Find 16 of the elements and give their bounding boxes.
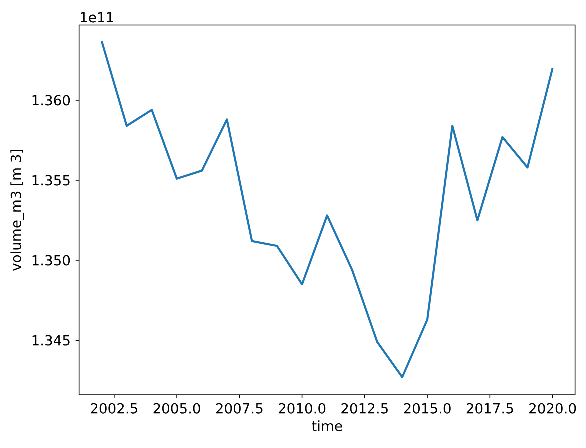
x-tick-label: 2007.5: [216, 403, 263, 414]
x-tick-label: 2002.5: [91, 403, 138, 414]
x-tick-label: 2005.0: [154, 403, 200, 414]
line-series: [100, 40, 554, 378]
text: 1e11: [81, 12, 114, 23]
x-tick-label: 2010.0: [279, 403, 326, 414]
y-tick-label: 1.350: [32, 255, 70, 266]
y-tick-label: 1.355: [32, 175, 70, 186]
x-tick-label: 2020.0: [530, 403, 576, 414]
y-axis-title: volume_m3 [m 3]: [10, 150, 24, 271]
x-axis-title: time: [312, 420, 342, 432]
x-tick-label: 2015.0: [404, 403, 451, 414]
x-tick-label: 2012.5: [342, 403, 388, 414]
y-tick-label: 1.345: [32, 335, 70, 346]
x-tick-label: 2017.5: [466, 403, 514, 414]
y-tick-label: 1.360: [32, 95, 70, 106]
